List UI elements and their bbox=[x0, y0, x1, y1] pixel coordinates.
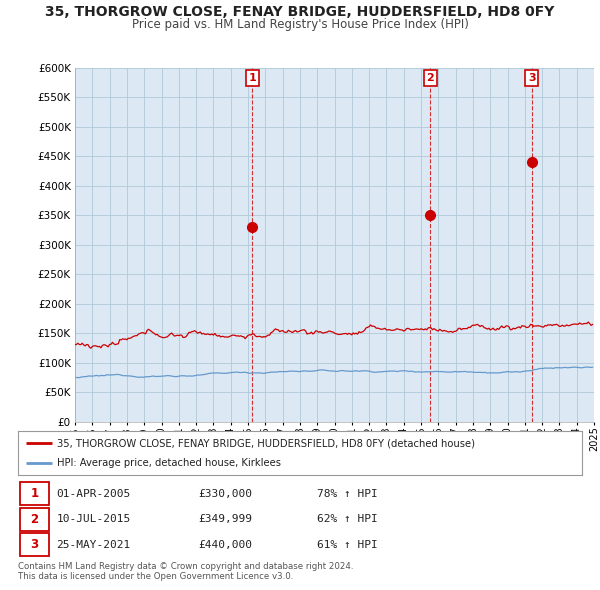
Text: 35, THORGROW CLOSE, FENAY BRIDGE, HUDDERSFIELD, HD8 0FY: 35, THORGROW CLOSE, FENAY BRIDGE, HUDDER… bbox=[46, 5, 554, 19]
Text: 10-JUL-2015: 10-JUL-2015 bbox=[56, 514, 131, 525]
Text: Price paid vs. HM Land Registry's House Price Index (HPI): Price paid vs. HM Land Registry's House … bbox=[131, 18, 469, 31]
Text: 01-APR-2005: 01-APR-2005 bbox=[56, 489, 131, 499]
Text: 1: 1 bbox=[248, 73, 256, 83]
Text: 62% ↑ HPI: 62% ↑ HPI bbox=[317, 514, 377, 525]
Text: 2: 2 bbox=[30, 513, 38, 526]
Text: HPI: Average price, detached house, Kirklees: HPI: Average price, detached house, Kirk… bbox=[58, 458, 281, 468]
Text: £349,999: £349,999 bbox=[199, 514, 253, 525]
Text: 2: 2 bbox=[426, 73, 434, 83]
Text: Contains HM Land Registry data © Crown copyright and database right 2024.
This d: Contains HM Land Registry data © Crown c… bbox=[18, 562, 353, 581]
Text: £440,000: £440,000 bbox=[199, 540, 253, 550]
Text: 35, THORGROW CLOSE, FENAY BRIDGE, HUDDERSFIELD, HD8 0FY (detached house): 35, THORGROW CLOSE, FENAY BRIDGE, HUDDER… bbox=[58, 438, 475, 448]
Text: £330,000: £330,000 bbox=[199, 489, 253, 499]
FancyBboxPatch shape bbox=[20, 482, 49, 506]
Text: 61% ↑ HPI: 61% ↑ HPI bbox=[317, 540, 377, 550]
Text: 1: 1 bbox=[30, 487, 38, 500]
Text: 3: 3 bbox=[528, 73, 536, 83]
FancyBboxPatch shape bbox=[20, 508, 49, 531]
Text: 78% ↑ HPI: 78% ↑ HPI bbox=[317, 489, 377, 499]
FancyBboxPatch shape bbox=[20, 533, 49, 556]
Text: 25-MAY-2021: 25-MAY-2021 bbox=[56, 540, 131, 550]
Text: 3: 3 bbox=[30, 538, 38, 551]
